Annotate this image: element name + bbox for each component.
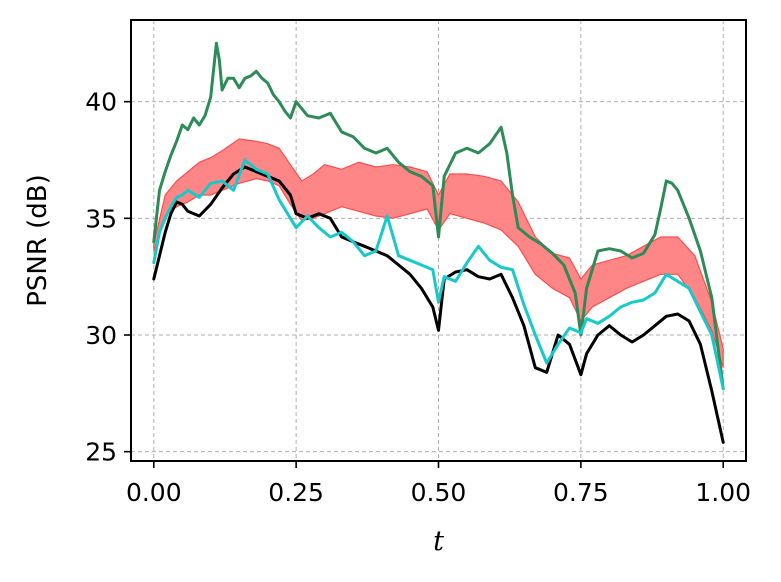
y-tick-label: 25 [85, 438, 117, 467]
series-lines [152, 41, 725, 444]
y-axis-label: PSNR (dB) [23, 174, 53, 307]
x-tick-label: 0.25 [268, 478, 324, 507]
x-tick-label: 0.00 [126, 478, 182, 507]
cyan-series-line [152, 158, 725, 391]
y-tick-label: 35 [85, 204, 117, 233]
x-tick-label: 1.00 [695, 478, 751, 507]
black-series-line [152, 165, 725, 444]
green-series-line [152, 41, 725, 391]
x-axis-label: t [433, 526, 444, 557]
x-tick-label: 0.50 [411, 478, 467, 507]
y-tick-label: 40 [85, 88, 117, 117]
y-tick-label: 30 [85, 321, 117, 350]
ticks: 0.00 0.25 0.50 0.75 1.00 25 30 35 40 [85, 88, 751, 507]
x-tick-label: 0.75 [553, 478, 609, 507]
